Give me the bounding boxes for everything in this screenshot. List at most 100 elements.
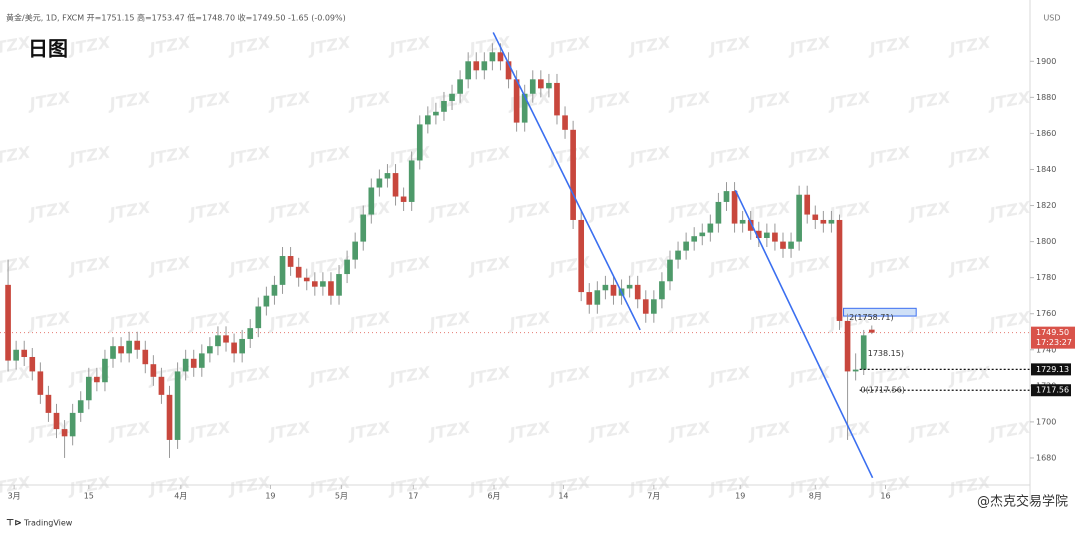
candle-body (271, 284, 278, 296)
candle-body (223, 335, 229, 343)
candle-body (675, 250, 681, 260)
x-tick-label: 6月 (487, 492, 500, 501)
candle-body (860, 335, 867, 370)
candle-body (538, 79, 544, 89)
candle-body (788, 241, 794, 249)
candle-body (747, 219, 754, 231)
candle-body (521, 93, 528, 123)
candle-body (828, 219, 835, 224)
candle-body (707, 223, 714, 233)
x-tick-label: 17 (408, 492, 418, 501)
y-tick-label: 1680 (1036, 453, 1056, 462)
y-tick-label: 1840 (1036, 165, 1056, 174)
candle-body (424, 115, 431, 125)
y-tick-label: 1700 (1036, 417, 1056, 426)
candle-body (231, 342, 237, 354)
y-tick-label: 1740 (1036, 345, 1056, 354)
x-tick-label: 14 (558, 492, 568, 501)
candle-body (37, 371, 44, 395)
candle-body (263, 295, 270, 307)
candle-body (723, 191, 730, 202)
candle-body (360, 214, 367, 242)
candle-body (45, 394, 52, 413)
candle-body (279, 256, 286, 285)
candle-body (433, 111, 439, 116)
candle-body (352, 241, 358, 260)
countdown: 17:23:27 (1036, 338, 1072, 347)
candle-body (497, 52, 504, 62)
candle-body (659, 281, 665, 300)
candle-body (836, 219, 843, 321)
candle-body (53, 412, 60, 430)
candle-body (513, 79, 520, 123)
candle-body (247, 328, 254, 339)
candle-body (215, 335, 221, 347)
candle-body (110, 346, 116, 359)
candle-body (529, 79, 536, 94)
candle-body (61, 429, 68, 437)
candle-body (303, 277, 310, 282)
x-tick-label: 19 (265, 492, 275, 501)
candle-body (868, 329, 875, 333)
brand: TradingView (23, 519, 73, 528)
candle-body (21, 349, 28, 357)
x-tick-label: 7月 (647, 492, 660, 501)
x-tick-label: 16 (880, 492, 890, 501)
candle-body (812, 214, 819, 220)
candle-body (465, 61, 472, 80)
y-tick-label: 1800 (1036, 237, 1056, 246)
candle-body (691, 236, 698, 242)
candle-body (489, 52, 496, 62)
candle-body (457, 79, 463, 94)
plot: 2(1758.71) 1738.15) 0(1717.56) (0, 32, 1030, 479)
candle-body (852, 369, 859, 372)
annotation: 0(1717.56) (860, 386, 904, 395)
candle-body (739, 219, 746, 224)
candle-body (85, 376, 92, 401)
candle-body (715, 201, 722, 224)
candle-body (562, 115, 568, 130)
candle-body (626, 284, 633, 289)
x-tick-label: 19 (735, 492, 745, 501)
last-price-box (1031, 326, 1075, 349)
candle-body (134, 340, 141, 350)
candle-body (5, 284, 11, 361)
candle-body (166, 394, 173, 440)
candle-body (546, 82, 552, 89)
candle-body (126, 340, 132, 354)
candle-body (667, 259, 673, 282)
chart-title: 日图 (28, 37, 68, 61)
currency: USD (1043, 14, 1060, 23)
candle-body (207, 346, 213, 354)
candle-body (174, 371, 181, 440)
candle-body (142, 349, 149, 365)
candle-body (416, 124, 423, 161)
y-tick-label: 1880 (1036, 93, 1056, 102)
candle-body (255, 306, 262, 329)
candle-body (400, 196, 407, 202)
candle-body (772, 232, 778, 242)
candle-body (158, 376, 165, 395)
candle-body (311, 281, 318, 287)
trendline (734, 189, 874, 479)
candle-body (473, 61, 480, 71)
candle-body (651, 299, 657, 314)
candle-body (796, 194, 802, 242)
candle-body (602, 284, 609, 291)
candle-body (69, 412, 76, 437)
candle-body (610, 284, 617, 296)
candle-body (634, 284, 641, 300)
y-tick-label: 1900 (1036, 57, 1056, 66)
candle-body (804, 194, 811, 215)
y-tick-label: 1760 (1036, 309, 1056, 318)
candle-body (780, 241, 786, 249)
credit: @杰克交易学院 (977, 494, 1068, 510)
candle-body (408, 160, 415, 202)
candle-body (118, 346, 124, 354)
candle-body (578, 219, 585, 293)
candle-body (586, 292, 593, 305)
trendline (492, 32, 641, 331)
candle-body (441, 100, 447, 112)
x-tick-label: 8月 (809, 492, 822, 501)
